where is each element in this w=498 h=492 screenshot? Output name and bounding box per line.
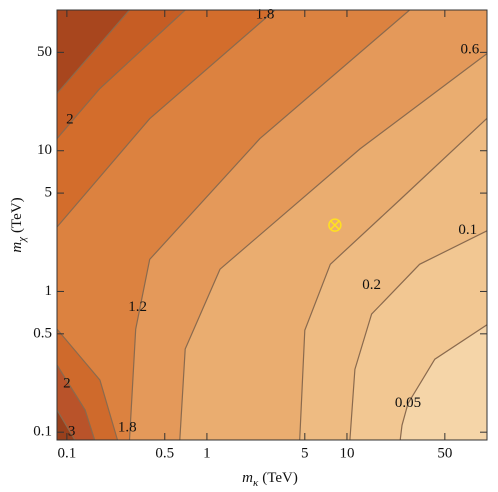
contour-label: 1.2 — [128, 299, 147, 315]
overlay: 0.05 0.1 0.2 0.6 1.2 1.8 2 1.8 2 3 0.1 0.5 1 5 10 50 0.1… — [33, 7, 488, 461]
y-axis-label: mχ (TeV) — [9, 197, 27, 252]
contour-label: 3 — [68, 424, 76, 440]
contour-label: 1.8 — [118, 419, 137, 435]
contour-line — [57, 328, 119, 440]
contour-label: 0.1 — [458, 222, 477, 238]
x-tick-label: 10 — [339, 445, 354, 461]
plot-frame — [56, 9, 488, 441]
contour-label: 1.8 — [256, 7, 275, 23]
plot-area — [57, 10, 487, 440]
contour-line — [349, 230, 487, 440]
y-tick-label: 50 — [37, 44, 52, 60]
x-unit: (TeV) — [262, 470, 298, 486]
x-axis-label: mκ (TeV) — [242, 470, 298, 488]
contour-line — [299, 117, 487, 440]
y-tick-label: 5 — [45, 185, 53, 201]
y-tick-label: 10 — [37, 142, 52, 158]
contour-line — [57, 10, 276, 228]
contour-line — [57, 10, 130, 94]
y-tick-label: 0.1 — [33, 424, 52, 440]
contour-label: 0.05 — [395, 395, 421, 411]
contour-line — [57, 364, 96, 440]
contour-label: 2 — [63, 375, 71, 391]
contour-label: 0.6 — [460, 41, 479, 57]
x-symbol: m — [242, 470, 253, 486]
y-subscript: χ — [16, 236, 28, 243]
contour-line — [399, 324, 487, 440]
contour-region — [57, 365, 95, 440]
x-tick-label: 50 — [437, 445, 452, 461]
x-subscript: κ — [253, 477, 259, 489]
y-unit: (TeV) — [9, 197, 25, 233]
x-tick-label: 5 — [301, 445, 309, 461]
y-tick-label: 0.5 — [33, 325, 52, 341]
contour-label: 0.2 — [362, 277, 381, 293]
x-tick-label: 0.5 — [155, 445, 174, 461]
benchmark-marker — [328, 218, 342, 232]
y-symbol: m — [9, 242, 25, 253]
contour-line — [57, 10, 186, 139]
contour-line — [128, 10, 410, 440]
contour-line — [57, 409, 76, 440]
y-tick-label: 1 — [45, 283, 53, 299]
x-tick-label: 1 — [203, 445, 211, 461]
contour-label: 2 — [66, 112, 74, 128]
contour-line — [179, 53, 487, 440]
marker-circle — [328, 218, 342, 232]
marker-cross — [330, 220, 340, 230]
x-tick-label: 0.1 — [58, 445, 77, 461]
